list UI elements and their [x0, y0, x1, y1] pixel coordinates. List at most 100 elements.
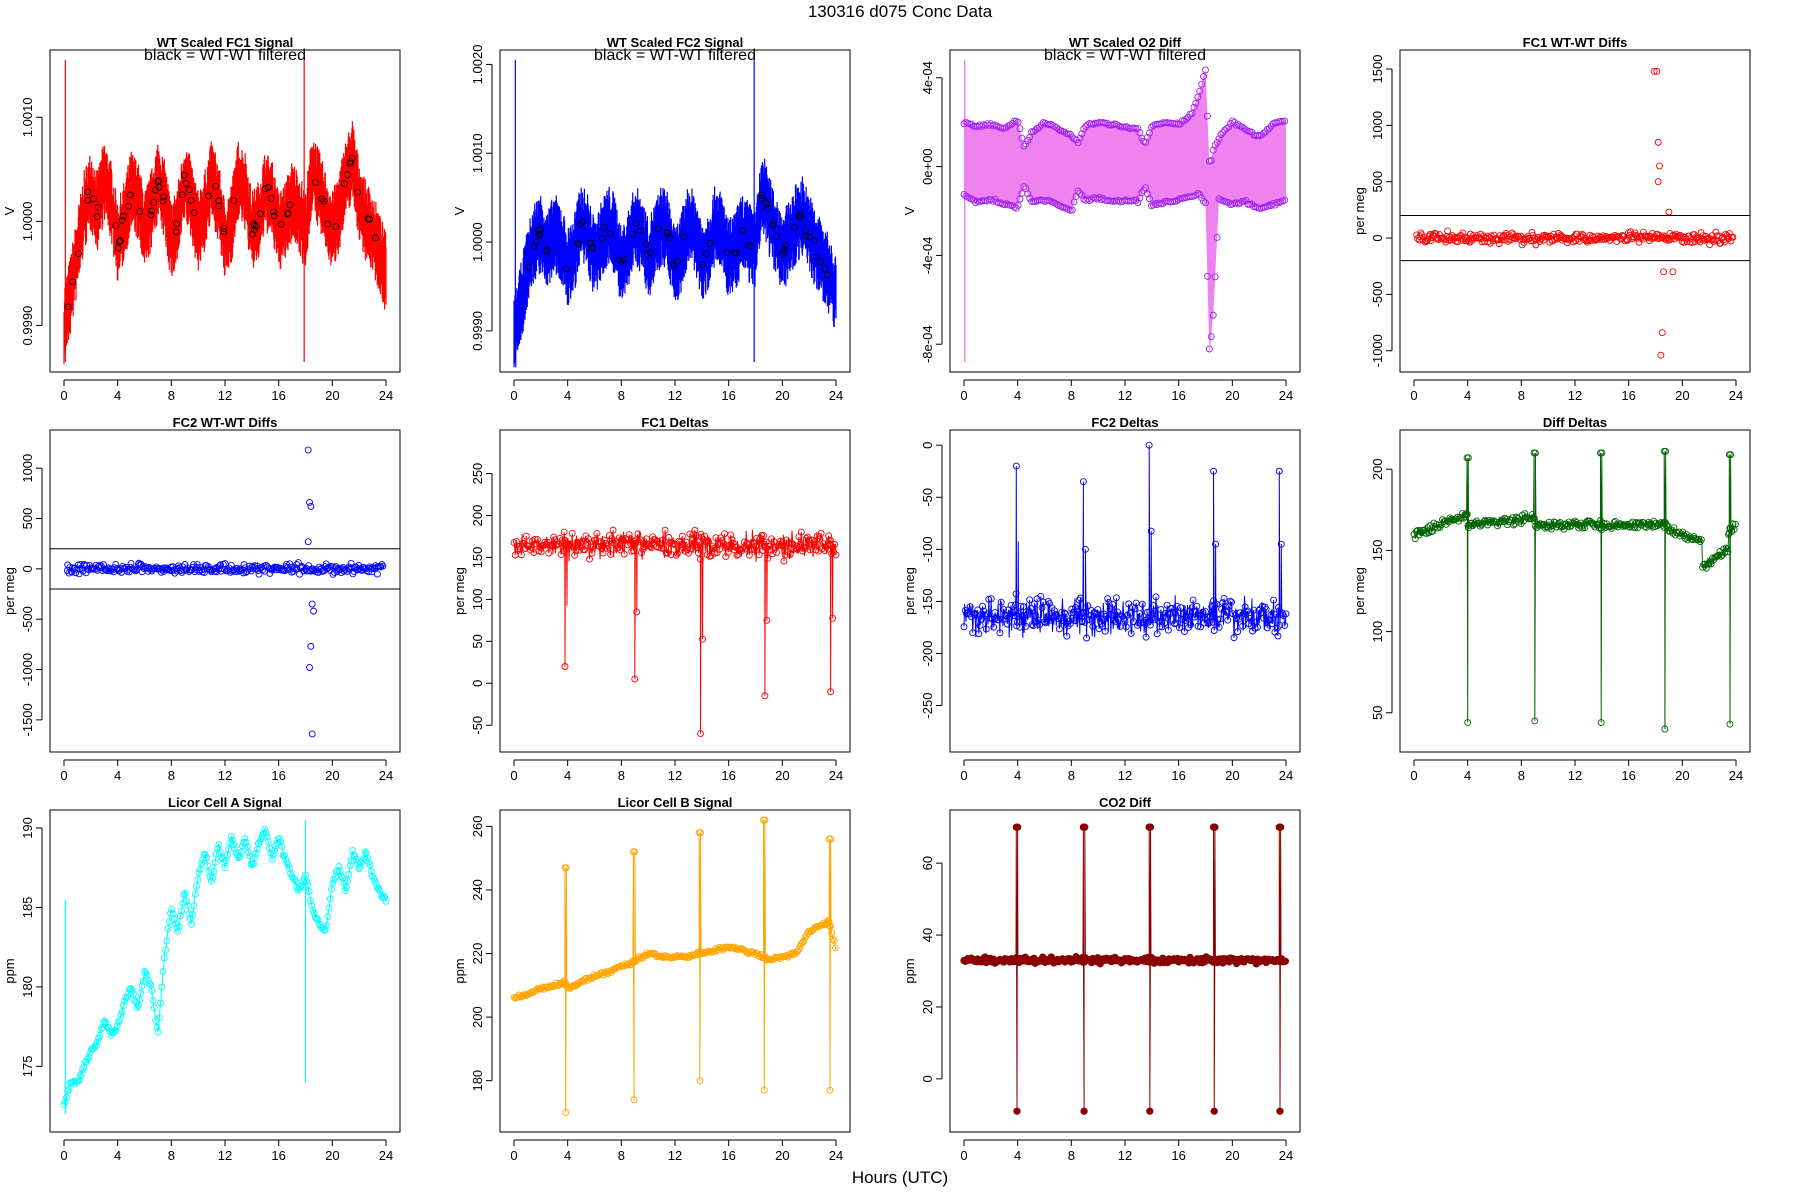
data-point: [295, 885, 303, 893]
data-point: [1073, 606, 1081, 614]
panel-title: Licor Cell B Signal: [618, 795, 733, 810]
data-point: [1463, 510, 1471, 518]
data-point: [1015, 609, 1022, 617]
data-point: [1662, 447, 1670, 455]
data-point: [990, 623, 998, 631]
data-point: [280, 851, 288, 859]
data-point: [1711, 236, 1719, 244]
chart-licor-a: 0 4 8 12 16 20 24 175 180 185 190 ppm Licor Cell A S…: [2, 795, 401, 1163]
y-tick-label: -1500: [20, 703, 35, 736]
y-tick-label: 200: [1370, 458, 1385, 480]
data-point: [1219, 599, 1227, 607]
filtered-point: [670, 262, 678, 270]
envelope-point: [1095, 194, 1103, 201]
data-point: [678, 532, 686, 540]
x-tick-label: 20: [325, 768, 339, 783]
x-tick-label: 8: [168, 768, 175, 783]
envelope-point: [1020, 142, 1028, 150]
data-point: [1270, 596, 1278, 604]
envelope-point: [1203, 272, 1211, 280]
data-point: [800, 937, 808, 945]
y-tick-label: 1.0000: [20, 202, 35, 242]
plot-frame: [499, 809, 851, 1133]
data-point: [278, 843, 286, 851]
data-point: [573, 538, 581, 546]
envelope-point: [1194, 93, 1202, 101]
data-point: [1122, 623, 1130, 631]
data-point: [219, 855, 226, 863]
data-point: [69, 564, 77, 572]
filtered-point: [615, 256, 623, 264]
x-tick-label: 20: [1225, 388, 1239, 403]
envelope-point: [1076, 134, 1084, 142]
x-tick-label: 12: [218, 768, 232, 783]
envelope-point: [1198, 194, 1206, 202]
chart-fc1-deltas: 0 4 8 12 16 20 24 -50 0 50 100 150 200 250 per meg FC1 …: [452, 415, 851, 783]
y-axis-label: per meg: [452, 567, 467, 615]
plot-frame: [499, 49, 851, 373]
y-tick-label: 100: [1370, 621, 1385, 643]
filtered-point: [116, 238, 123, 246]
filtered-point: [155, 177, 163, 184]
envelope-point: [1182, 115, 1190, 123]
x-tick-label: 0: [60, 768, 67, 783]
envelope-point: [1016, 125, 1024, 133]
envelope-point: [964, 193, 972, 201]
data-point: [1631, 524, 1639, 531]
filtered-point: [69, 278, 77, 286]
data-point: [1242, 608, 1250, 616]
data-point: [325, 904, 333, 912]
outlier-point: [1669, 268, 1677, 276]
chart-co2-diff: 0 4 8 12 16 20 24 0 20 40 60 ppm CO2 Diff: [902, 795, 1301, 1163]
data-point: [716, 545, 724, 553]
envelope-point: [1173, 119, 1180, 127]
data-point: [1157, 606, 1165, 613]
data-point: [1263, 624, 1271, 632]
filtered-point: [723, 249, 731, 256]
data-point: [672, 551, 680, 559]
data-point: [1725, 235, 1733, 243]
data-point: [97, 1025, 105, 1033]
x-tick-label: 8: [1068, 768, 1075, 783]
data-point: [1247, 622, 1255, 630]
data-point: [356, 863, 364, 871]
filtered-point: [90, 195, 97, 203]
data-point: [201, 850, 209, 858]
data-point: [239, 569, 247, 577]
data-point: [65, 1086, 73, 1093]
envelope-point: [1213, 234, 1221, 241]
outlier-point: [308, 600, 316, 608]
filtered-point: [262, 185, 269, 192]
data-point: [329, 879, 337, 887]
envelope-point: [1229, 117, 1236, 125]
y-tick-label: 1.0010: [470, 133, 485, 173]
data-point: [1070, 617, 1078, 624]
filtered-point: [112, 222, 120, 230]
data-point: [321, 926, 329, 934]
data-point: [128, 986, 136, 994]
x-tick-label: 16: [1171, 1148, 1185, 1163]
data-point: [84, 1055, 91, 1063]
x-tick-label: 4: [114, 1148, 121, 1163]
data-point: [719, 539, 727, 547]
data-point: [1268, 620, 1276, 628]
data-point: [1230, 634, 1238, 642]
data-point: [697, 730, 704, 738]
y-tick-label: 1.0020: [470, 45, 485, 85]
envelope-point: [1281, 117, 1289, 125]
filtered-point: [372, 234, 379, 242]
envelope-point: [1006, 201, 1014, 209]
x-tick-label: 0: [510, 1148, 517, 1163]
data-point: [1043, 617, 1051, 625]
data-point: [966, 603, 974, 611]
data-point: [678, 952, 686, 960]
data-point: [696, 544, 704, 552]
panel-title: CO2 Diff: [1099, 795, 1152, 810]
x-tick-label: 16: [271, 768, 285, 783]
x-axis-caption: Hours (UTC): [851, 1168, 949, 1187]
data-point: [763, 616, 771, 624]
envelope-point: [1207, 333, 1215, 340]
envelope-point: [962, 118, 970, 126]
data-point: [149, 997, 157, 1005]
filtered-point: [172, 228, 180, 236]
